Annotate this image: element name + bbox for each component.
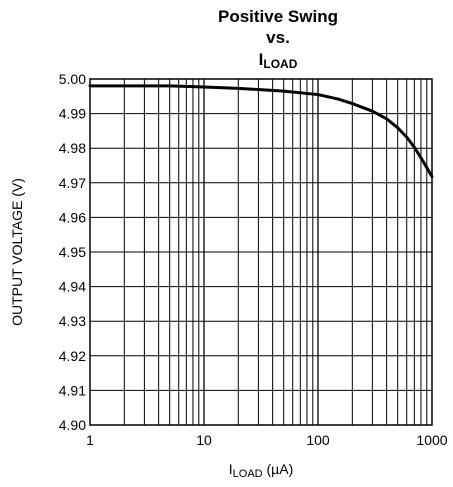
title-line-2: vs.: [266, 28, 290, 47]
y-tick-labels: 5.00 4.99 4.98 4.97 4.96 4.95 4.94 4.93 4.92 4.91…: [59, 71, 86, 433]
x-axis-label: ILOAD (µA): [229, 461, 293, 480]
x-label-i: I: [229, 461, 233, 477]
x-tick-label: 100: [306, 432, 330, 448]
title-load-subscript: LOAD: [263, 57, 297, 71]
x-tick-label: 1000: [416, 432, 447, 448]
y-tick-label: 4.94: [59, 279, 86, 295]
x-tick-label: 10: [196, 432, 212, 448]
major-gridlines: [90, 79, 432, 425]
y-tick-label: 4.96: [59, 209, 86, 225]
x-label-unit: (µA): [263, 461, 294, 477]
chart-title: Positive Swing vs. ILOAD: [218, 7, 338, 71]
x-label-subscript: LOAD: [233, 468, 263, 480]
y-tick-label: 4.98: [59, 140, 86, 156]
output-voltage-line: [88, 84, 434, 179]
y-tick-label: 4.99: [59, 106, 86, 122]
y-tick-label: 4.95: [59, 244, 86, 260]
title-i: I: [259, 50, 264, 69]
title-line-1: Positive Swing: [218, 7, 338, 26]
plot-frame: [89, 78, 433, 426]
y-tick-label: 4.97: [59, 175, 86, 191]
y-tick-label: 4.91: [59, 382, 86, 398]
title-line-3: ILOAD: [259, 50, 298, 71]
y-tick-label: 5.00: [59, 71, 86, 87]
x-tick-label: 1: [86, 432, 94, 448]
y-tick-label: 4.93: [59, 313, 86, 329]
y-tick-label: 4.92: [59, 348, 86, 364]
x-tick-labels: 1 10 100 1000: [86, 432, 448, 448]
y-tick-label: 4.90: [59, 417, 86, 433]
y-axis-label: OUTPUT VOLTAGE (V): [9, 178, 25, 326]
